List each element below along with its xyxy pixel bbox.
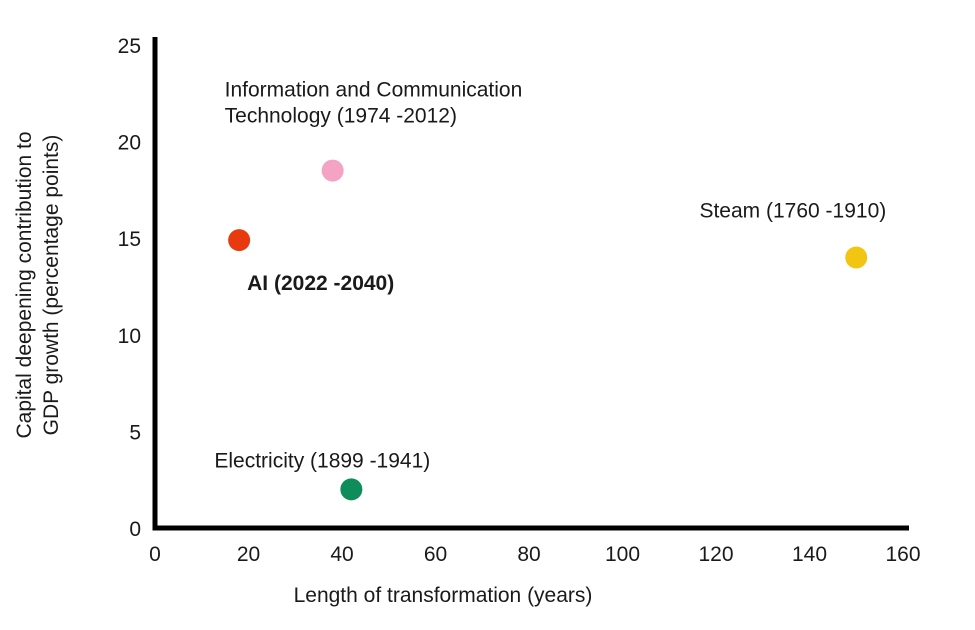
data-point-ai <box>228 229 251 252</box>
x-tick-label-40: 40 <box>330 543 353 566</box>
y-axis-title: Capital deepening contribution to GDP gr… <box>11 25 65 545</box>
x-axis-title: Length of transformation (years) <box>293 584 593 607</box>
data-point-electricity <box>340 478 363 501</box>
x-tick-label-20: 20 <box>237 543 260 566</box>
y-axis-title-line2: GDP growth (percentage points) <box>40 134 63 436</box>
x-tick-label-160: 160 <box>885 543 920 566</box>
y-tick-label-0: 0 <box>129 518 141 541</box>
y-tick-label-5: 5 <box>129 421 141 444</box>
y-tick-label-15: 15 <box>118 228 141 251</box>
x-tick-label-0: 0 <box>149 543 161 566</box>
x-tick-label-100: 100 <box>605 543 640 566</box>
y-tick-label-20: 20 <box>118 132 141 155</box>
x-tick-label-80: 80 <box>517 543 540 566</box>
y-tick-label-10: 10 <box>118 325 141 348</box>
data-point-ict <box>321 159 344 182</box>
x-tick-label-60: 60 <box>424 543 447 566</box>
point-label-electricity: Electricity (1899 -1941) <box>214 449 430 472</box>
point-label-ict: Information and Communication Technology … <box>225 79 523 128</box>
x-tick-label-120: 120 <box>698 543 733 566</box>
x-tick-label-140: 140 <box>792 543 827 566</box>
point-label-steam: Steam (1760 -1910) <box>699 200 886 223</box>
y-axis-title-line1: Capital deepening contribution to <box>13 131 36 439</box>
point-label-ai: AI (2022 -2040) <box>247 272 394 295</box>
y-tick-label-25: 25 <box>118 35 141 58</box>
data-point-steam <box>845 246 868 269</box>
